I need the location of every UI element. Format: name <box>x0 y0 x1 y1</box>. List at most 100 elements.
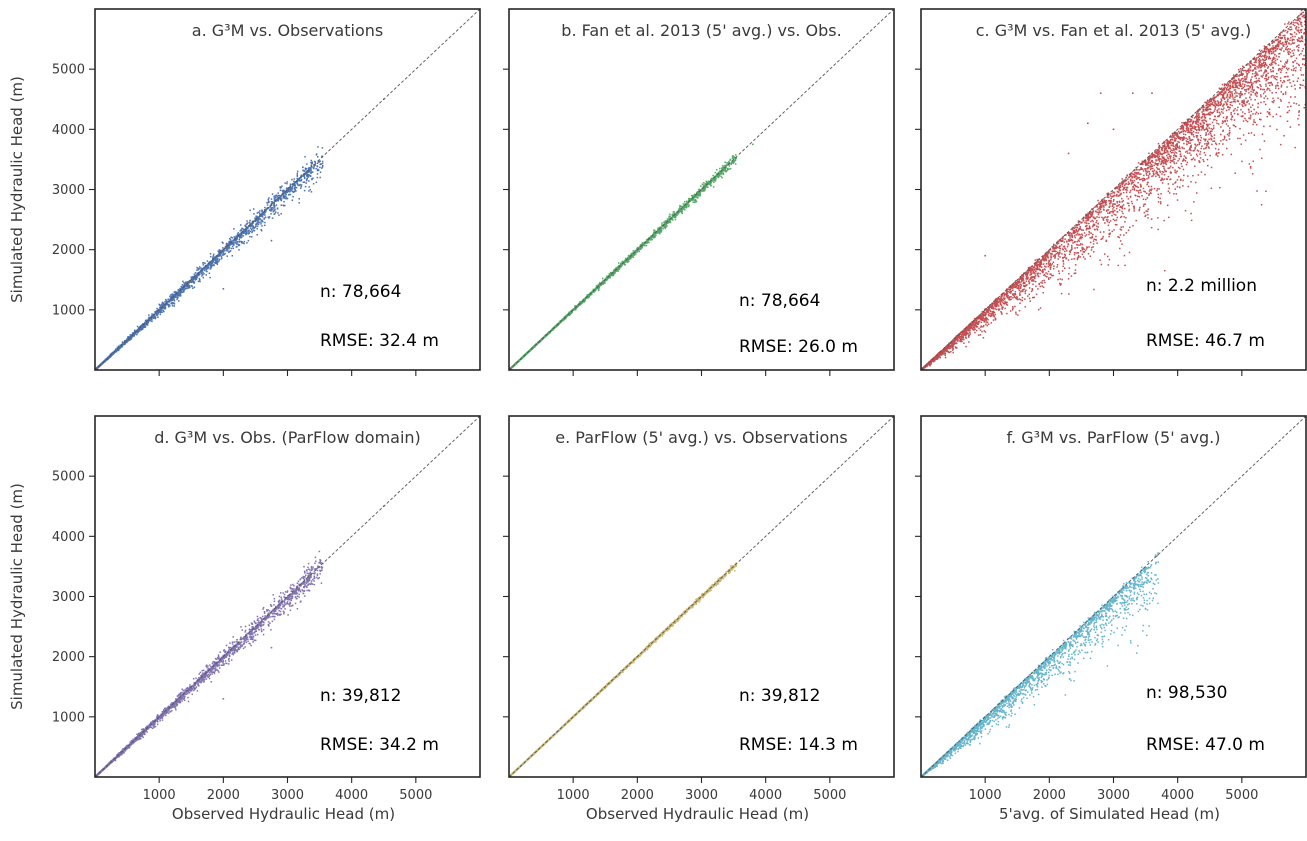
data-point <box>665 223 668 225</box>
data-point <box>999 301 1002 304</box>
data-point <box>260 223 262 225</box>
data-point <box>174 296 177 298</box>
data-point <box>155 314 158 316</box>
data-point <box>1190 133 1193 136</box>
data-point <box>1077 220 1080 222</box>
data-point <box>308 180 310 182</box>
data-point <box>993 311 996 314</box>
data-point <box>686 202 689 205</box>
data-point <box>274 211 277 213</box>
data-point <box>701 189 704 192</box>
data-point <box>1029 278 1031 281</box>
data-point <box>272 202 274 205</box>
data-point <box>296 170 299 173</box>
data-point <box>295 181 298 183</box>
data-point <box>1089 241 1092 244</box>
data-point <box>187 283 189 286</box>
data-point <box>232 247 235 250</box>
data-point <box>302 166 304 168</box>
data-point <box>1165 178 1168 180</box>
data-point <box>209 262 212 265</box>
data-point <box>282 190 285 193</box>
data-point <box>321 166 324 168</box>
data-point <box>224 245 227 248</box>
data-point <box>236 245 238 248</box>
data-point <box>658 231 661 234</box>
data-point <box>1124 221 1126 223</box>
data-point <box>191 276 194 278</box>
data-point <box>970 325 973 328</box>
data-point <box>711 178 714 181</box>
data-point <box>727 162 729 164</box>
data-point <box>176 291 178 293</box>
data-point <box>150 318 153 321</box>
data-point <box>681 211 683 214</box>
data-point <box>201 268 203 270</box>
data-point <box>1200 171 1203 173</box>
data-point <box>289 186 292 189</box>
data-point <box>664 223 667 226</box>
data-point <box>132 332 134 334</box>
data-point <box>256 225 259 227</box>
data-point <box>178 294 180 297</box>
data-point <box>293 188 296 190</box>
data-point <box>1062 259 1065 262</box>
data-point <box>714 178 716 181</box>
data-point <box>307 167 310 170</box>
data-point <box>1186 152 1189 154</box>
data-point <box>1263 140 1266 142</box>
data-point <box>284 195 286 197</box>
data-point <box>249 230 252 233</box>
data-point <box>260 221 262 223</box>
data-point <box>251 236 253 238</box>
data-point <box>228 247 231 249</box>
data-point <box>217 260 219 263</box>
data-point <box>298 202 300 204</box>
data-point <box>115 349 118 352</box>
data-point <box>264 221 266 224</box>
data-point <box>689 198 692 201</box>
data-point <box>720 167 723 169</box>
data-point <box>1025 278 1027 280</box>
data-point <box>655 234 657 237</box>
data-point <box>196 276 198 279</box>
data-point <box>307 174 309 177</box>
data-point <box>237 233 239 236</box>
data-point <box>1164 169 1166 171</box>
data-point <box>169 295 171 298</box>
data-point <box>1144 203 1146 205</box>
data-point <box>1281 47 1283 49</box>
data-point <box>688 198 690 200</box>
data-point <box>256 227 258 230</box>
data-point <box>674 218 677 221</box>
data-point <box>986 317 988 320</box>
data-point <box>261 210 263 213</box>
data-point <box>1095 235 1097 238</box>
data-point <box>246 232 248 234</box>
data-point <box>1019 292 1021 294</box>
data-point <box>986 321 989 324</box>
data-point <box>1204 101 1206 104</box>
data-point <box>601 277 604 280</box>
data-point <box>975 329 978 332</box>
panel-b: b. Fan et al. 2013 (5' avg.) vs. Obs.n: … <box>503 8 895 376</box>
data-point <box>160 309 163 311</box>
data-point <box>706 182 708 184</box>
data-point <box>1256 65 1258 68</box>
data-point <box>660 230 662 233</box>
data-point <box>249 235 251 238</box>
data-point <box>311 171 313 173</box>
data-point <box>119 347 122 349</box>
data-point <box>1081 253 1084 256</box>
data-point <box>734 163 737 165</box>
data-point <box>158 303 160 306</box>
data-point <box>620 262 622 265</box>
data-point <box>1108 212 1111 215</box>
data-point <box>188 285 191 287</box>
data-point <box>1052 274 1054 277</box>
data-point <box>1136 185 1138 188</box>
data-point <box>1035 270 1037 273</box>
data-point <box>732 160 734 163</box>
data-point <box>664 226 667 229</box>
data-point <box>205 274 207 276</box>
